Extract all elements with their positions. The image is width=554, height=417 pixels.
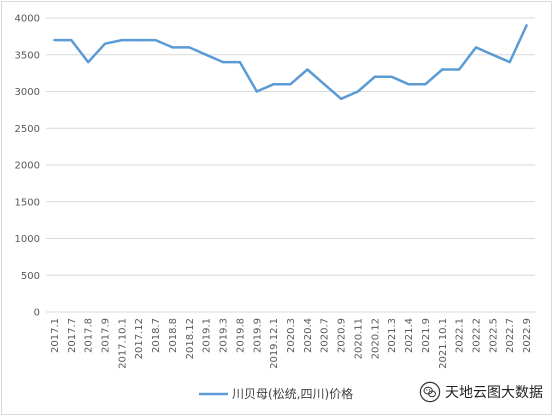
series-line-1 — [54, 24, 528, 101]
x-tick-label: 2022.5 — [488, 318, 499, 353]
x-tick-label: 2017.7 — [67, 318, 78, 353]
y-tick-label: 1500 — [15, 197, 40, 208]
x-tick-label: 2018.8 — [168, 318, 179, 353]
x-tick-label: 2022.9 — [522, 318, 533, 353]
x-tick-label: 2021.9 — [421, 318, 432, 353]
x-tick-label: 2019.3 — [219, 318, 230, 353]
watermark-text: 天地云图大数据 — [445, 385, 543, 401]
data-point — [221, 60, 225, 64]
legend: 川贝母(松统,四川)价格 — [199, 386, 353, 401]
data-point — [103, 42, 107, 45]
data-point — [289, 82, 292, 86]
data-point — [356, 90, 360, 93]
data-point — [424, 82, 427, 86]
x-tick-label: 2020.9 — [337, 318, 348, 353]
data-point — [238, 60, 242, 64]
wechat-icon — [419, 381, 441, 403]
series-group — [53, 24, 528, 101]
y-tick-label: 1000 — [15, 234, 40, 245]
x-tick-label: 2020.12 — [370, 318, 381, 359]
x-tick-label: 2019.8 — [235, 318, 246, 353]
data-point — [508, 60, 511, 64]
data-point — [188, 46, 191, 49]
x-tick-label: 2019.12.1 — [269, 318, 280, 369]
data-point — [457, 68, 461, 71]
y-tick-label: 3500 — [15, 50, 40, 61]
x-tick-label: 2018.7 — [151, 318, 162, 353]
x-tick-label: 2021.3 — [387, 318, 398, 353]
data-point — [137, 38, 140, 42]
x-tick-label: 2022.1 — [455, 318, 466, 353]
data-point — [70, 38, 73, 42]
x-tick-label: 2017.1 — [50, 318, 61, 353]
data-point — [407, 82, 410, 86]
data-point — [120, 38, 124, 42]
data-point — [323, 82, 326, 86]
data-point — [255, 90, 258, 93]
x-tick-label: 2019.1 — [202, 318, 213, 353]
data-point — [86, 60, 90, 64]
data-point — [339, 97, 343, 101]
y-tick-label: 2500 — [15, 124, 40, 135]
y-tick-label: 500 — [21, 271, 40, 282]
x-tick-label: 2022.7 — [505, 318, 516, 353]
legend-label-series-1: 川贝母(松统,四川)价格 — [232, 386, 353, 401]
x-tick-label: 2017.9 — [101, 318, 112, 353]
data-point — [525, 24, 528, 27]
x-tick-label: 2020.3 — [286, 318, 297, 353]
x-tick-label: 2022.2 — [471, 318, 482, 353]
x-tick-label: 2017.12 — [134, 318, 145, 359]
x-tick-label: 2021.10.1 — [438, 318, 449, 369]
y-tick-label: 0 — [34, 308, 40, 319]
data-point — [390, 75, 393, 79]
y-axis-tick-labels: 0 500 1000 1500 2000 2500 3000 3500 4000 — [15, 14, 40, 319]
data-point — [306, 68, 309, 71]
data-point — [272, 82, 275, 86]
y-tick-label: 2000 — [15, 161, 40, 172]
y-tick-label: 4000 — [15, 14, 40, 25]
data-point — [373, 75, 377, 79]
x-tick-label: 2017.10.1 — [117, 318, 128, 369]
data-point — [171, 46, 174, 49]
data-point — [441, 68, 444, 71]
data-point — [53, 38, 56, 42]
x-axis-tick-labels: 2017.1 2017.7 2017.8 2017.9 2017.10.1 2017.12… — [50, 318, 533, 369]
data-point — [204, 53, 208, 56]
y-tick-label: 3000 — [15, 87, 40, 98]
data-point — [474, 46, 478, 49]
x-tick-label: 2019.9 — [252, 318, 263, 353]
x-tick-label: 2020.11 — [353, 318, 364, 359]
gridlines — [46, 17, 535, 313]
data-point — [491, 53, 495, 56]
x-tick-label: 2020.4 — [303, 318, 314, 353]
x-tick-label: 2017.8 — [84, 318, 95, 353]
watermark: 天地云图大数据 — [419, 380, 543, 404]
x-tick-label: 2020.7 — [320, 318, 331, 353]
x-tick-label: 2018.12 — [185, 318, 196, 359]
x-tick-label: 2021.4 — [404, 318, 415, 353]
data-point — [154, 38, 157, 42]
